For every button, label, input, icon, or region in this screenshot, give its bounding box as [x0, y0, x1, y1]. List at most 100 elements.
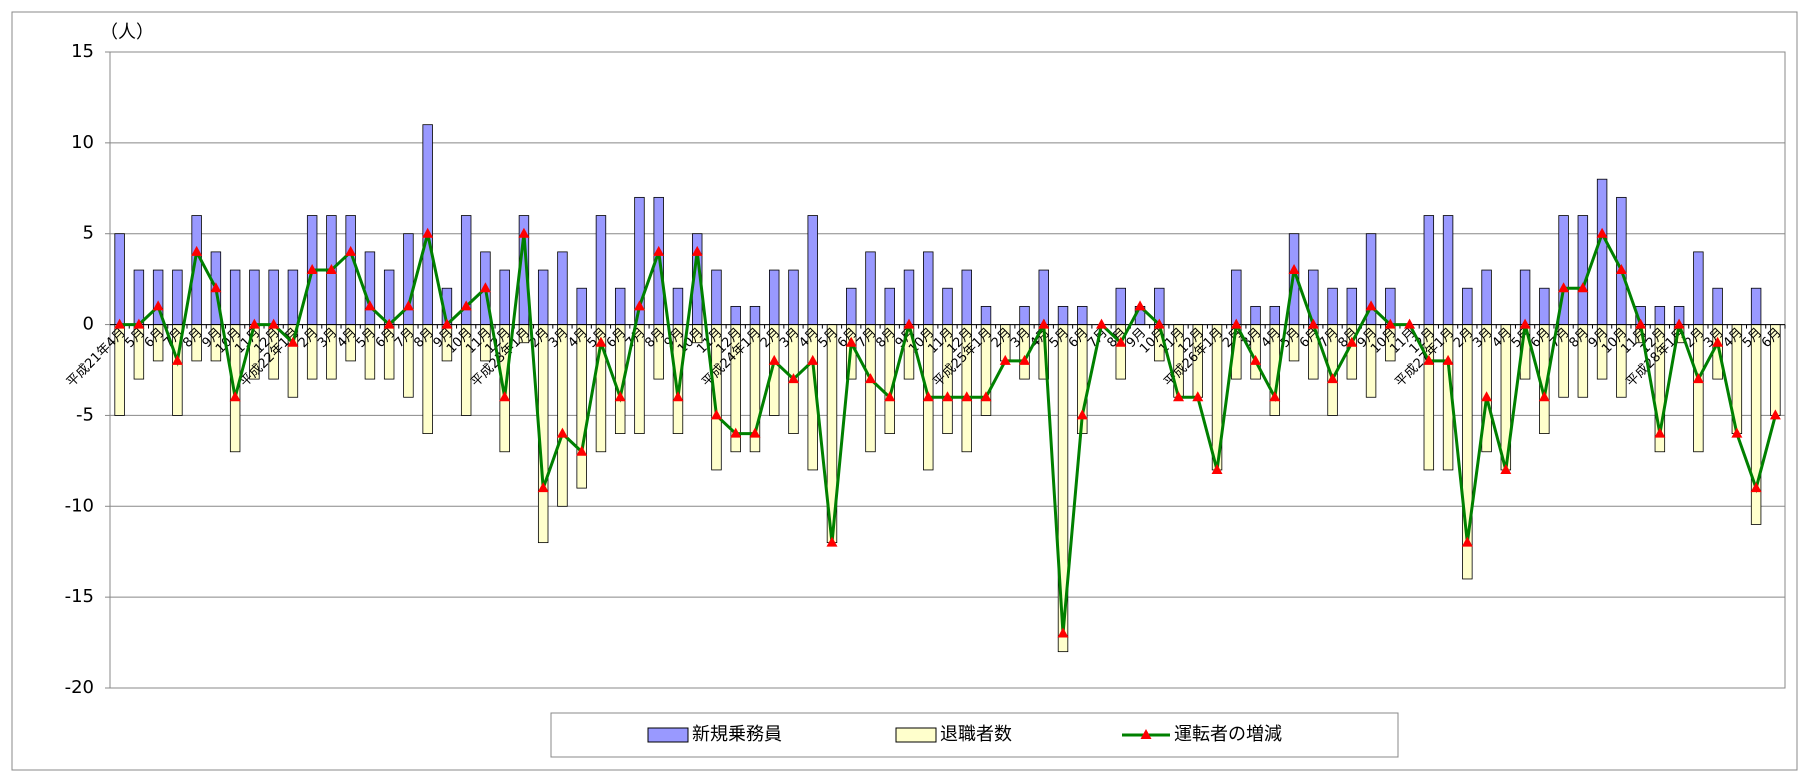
bar — [1269, 305, 1281, 325]
bar — [903, 269, 915, 325]
bar — [1346, 287, 1358, 325]
marker — [1076, 409, 1088, 420]
y-tick-label: 0 — [83, 314, 94, 335]
marker — [537, 482, 549, 493]
bar — [576, 287, 587, 325]
marker — [287, 336, 299, 347]
bar — [345, 215, 356, 325]
marker — [999, 354, 1011, 365]
marker — [1096, 318, 1108, 329]
marker — [1423, 354, 1435, 365]
bar — [1327, 287, 1338, 325]
y-tick-label: -15 — [65, 586, 94, 607]
bar — [1750, 287, 1762, 325]
marker — [1615, 264, 1627, 275]
marker — [653, 245, 665, 256]
bar — [1596, 178, 1608, 325]
legend-label: 新規乗務員 — [692, 724, 782, 745]
bar — [268, 269, 279, 325]
y-tick-label: 10 — [71, 132, 94, 153]
bar — [1481, 269, 1492, 325]
bar — [961, 269, 972, 325]
marker — [768, 354, 780, 365]
marker — [114, 318, 126, 329]
marker — [961, 391, 973, 402]
legend-label: 運転者の増減 — [1174, 724, 1282, 745]
bar — [980, 305, 992, 325]
marker — [826, 536, 838, 547]
bar — [595, 215, 607, 325]
legend-box — [550, 712, 1399, 758]
bar — [1577, 215, 1589, 325]
bar — [114, 233, 125, 325]
marker — [1019, 354, 1031, 365]
bar — [730, 305, 741, 325]
bar — [422, 124, 433, 325]
marker — [1558, 282, 1570, 293]
marker — [479, 282, 491, 293]
bar — [576, 324, 587, 489]
marker — [133, 318, 145, 329]
bar — [884, 287, 895, 325]
bar — [788, 269, 799, 325]
y-tick-label: 5 — [83, 223, 94, 244]
marker — [1635, 318, 1647, 329]
bar — [1231, 269, 1242, 325]
bar — [865, 251, 876, 325]
marker — [499, 391, 511, 402]
marker — [1269, 391, 1281, 402]
marker — [1461, 536, 1473, 547]
marker — [864, 373, 876, 384]
marker — [922, 391, 934, 402]
bar — [364, 251, 376, 325]
legend-label: 退職者数 — [940, 724, 1012, 745]
bar — [287, 269, 299, 325]
bar — [383, 269, 395, 325]
marker — [1250, 354, 1262, 365]
bar — [1519, 269, 1531, 325]
y-tick-label: -10 — [65, 495, 94, 516]
bar — [942, 287, 953, 325]
marker — [383, 318, 395, 329]
marker — [1346, 336, 1358, 347]
marker — [306, 264, 318, 275]
bar — [711, 269, 722, 325]
marker — [1519, 318, 1531, 329]
marker — [1481, 391, 1493, 402]
bar — [769, 269, 780, 325]
legend-swatch — [895, 727, 937, 743]
bar — [1077, 305, 1088, 325]
bar — [749, 305, 761, 325]
marker — [672, 391, 684, 402]
y-tick-label: -20 — [65, 677, 94, 698]
marker — [1288, 264, 1300, 275]
marker — [1115, 336, 1127, 347]
marker — [1192, 391, 1204, 402]
marker — [1577, 282, 1589, 293]
marker — [1692, 373, 1704, 384]
legend-swatch — [647, 727, 689, 743]
bar — [499, 269, 510, 325]
marker — [441, 318, 453, 329]
marker — [1057, 627, 1069, 638]
marker — [749, 427, 761, 438]
marker — [191, 245, 203, 256]
bar — [614, 287, 626, 325]
bar — [172, 269, 183, 325]
bar — [1442, 215, 1454, 325]
marker — [633, 300, 645, 311]
marker — [1038, 318, 1050, 329]
marker — [1654, 427, 1666, 438]
marker — [845, 336, 857, 347]
marker — [576, 445, 588, 456]
bar — [672, 287, 684, 325]
marker — [1731, 427, 1743, 438]
marker — [1538, 391, 1550, 402]
marker — [942, 391, 953, 402]
marker — [1173, 391, 1185, 402]
marker — [460, 300, 472, 311]
y-tick-label: 15 — [71, 41, 94, 62]
marker — [595, 336, 607, 347]
marker — [980, 391, 992, 402]
